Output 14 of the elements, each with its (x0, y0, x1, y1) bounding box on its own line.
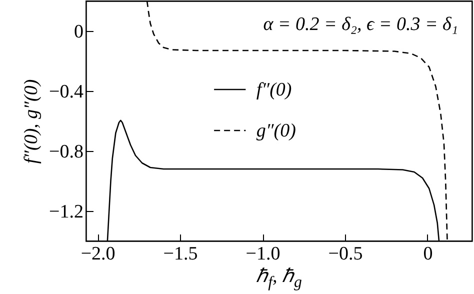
x-tick-label: −1.0 (246, 244, 280, 264)
legend-label: g″(0) (256, 120, 296, 142)
x-tick-label: −2.0 (80, 244, 116, 264)
x-axis-title: ℏ$_{f}$, ℏ$_{g}$ (256, 266, 302, 291)
y-tick-label: −1.2 (49, 202, 84, 222)
x-tick-label: −1.5 (163, 244, 198, 264)
annotation: α = 0.2 = δ₂, ϵ = 0.3 = δ₁ (263, 14, 458, 35)
legend-label: f″(0) (256, 80, 292, 100)
y-axis-title: f″(0), g″(0) (21, 79, 42, 164)
y-tick-label: 0 (74, 22, 84, 42)
x-tick-label: −0.5 (328, 244, 363, 264)
y-tick-label: −0.8 (49, 142, 84, 162)
y-tick-label: −0.4 (49, 82, 84, 102)
x-tick-label: 0 (423, 244, 433, 264)
